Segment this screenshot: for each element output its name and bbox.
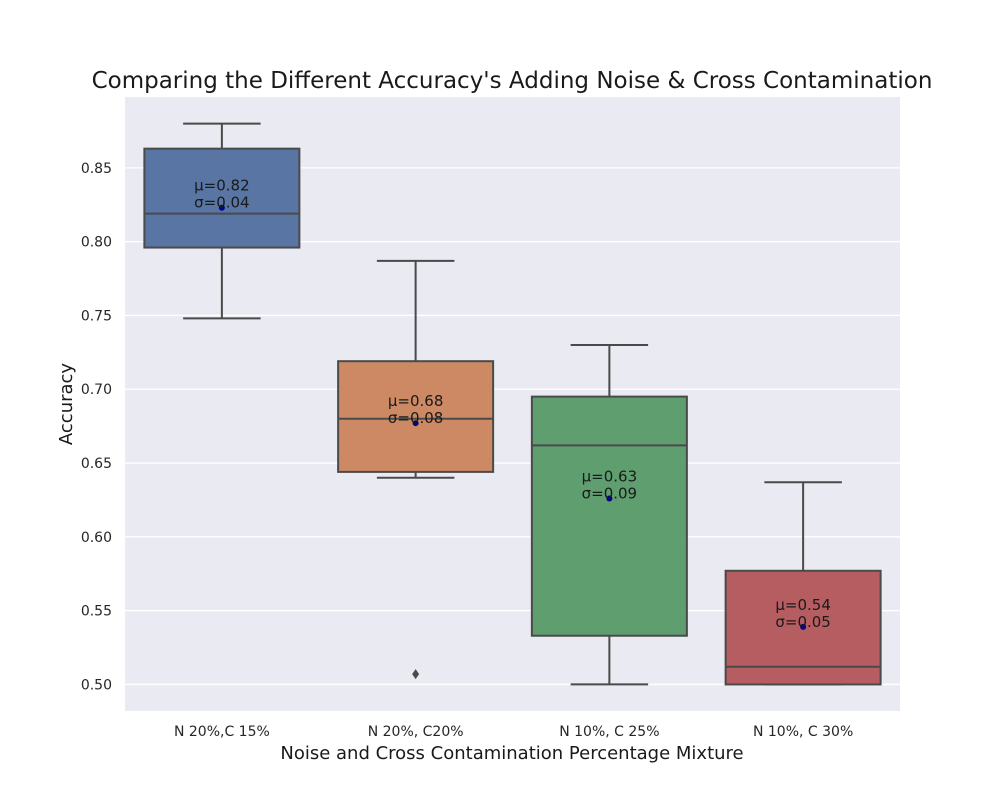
y-tick-labels: 0.50 0.55 0.60 0.65 0.70 0.75 0.80 0.85 [81,161,112,694]
y-tick-label: 0.85 [81,161,112,177]
mean-marker [606,495,613,502]
x-tick-label: N 20%, C20% [368,724,464,740]
std-label: σ=0.04 [194,194,249,212]
box-iqr [143,147,301,249]
mean-marker [412,420,419,427]
box-group: μ=0.54σ=0.05 [724,481,882,686]
std-label: σ=0.05 [775,613,830,631]
y-tick-label: 0.70 [81,382,112,398]
y-axis-label: Accuracy [56,363,77,446]
y-tick-label: 0.60 [81,530,112,546]
y-tick-label: 0.50 [81,677,112,693]
x-tick-label: N 20%,C 15% [174,724,270,740]
y-tick-label: 0.80 [81,235,112,251]
box-iqr [337,360,495,473]
y-tick-label: 0.75 [81,308,112,324]
mean-label: μ=0.82 [194,177,250,195]
outlier-marker [412,669,420,680]
std-label: σ=0.08 [388,409,443,427]
chart-title: Comparing the Different Accuracy's Addin… [92,68,933,94]
boxes: μ=0.82σ=0.04μ=0.68σ=0.08μ=0.63σ=0.09μ=0.… [143,122,882,686]
mean-marker [218,204,225,211]
std-label: σ=0.09 [582,484,637,502]
x-tick-label: N 10%, C 30% [753,724,853,740]
y-tick-label: 0.65 [81,456,112,472]
x-tick-label: N 10%, C 25% [559,724,659,740]
mean-label: μ=0.54 [775,596,831,614]
box-group: μ=0.63σ=0.09 [530,343,688,686]
box-group: μ=0.68σ=0.08 [337,259,495,680]
box-group: μ=0.82σ=0.04 [143,122,301,320]
x-axis-label: Noise and Cross Contamination Percentage… [280,743,743,764]
y-tick-label: 0.55 [81,604,112,620]
mean-label: μ=0.63 [582,467,638,485]
x-tick-labels: N 20%,C 15% N 20%, C20% N 10%, C 25% N 10%,… [174,724,853,740]
box-iqr [530,395,688,637]
mean-label: μ=0.68 [388,392,444,410]
mean-marker [800,623,807,630]
